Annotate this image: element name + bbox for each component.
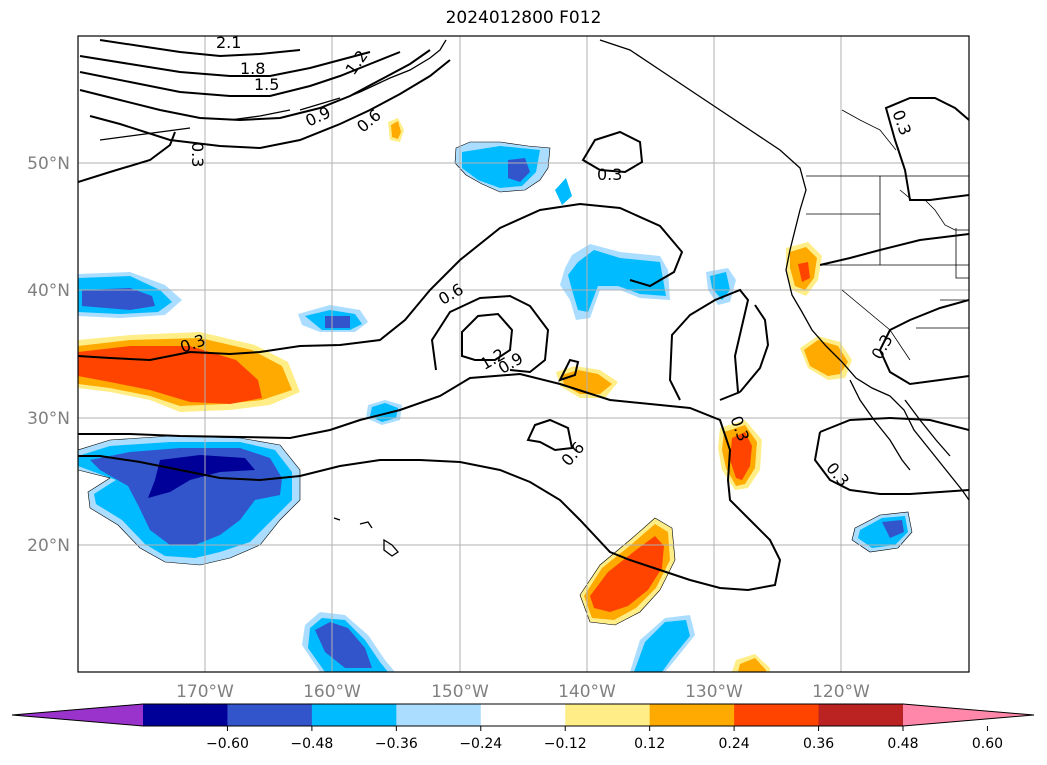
- colorbar-tick-label: 0.48: [887, 736, 918, 752]
- coastlines: [99, 39, 969, 557]
- colorbar-tick-label: −0.24: [459, 736, 502, 752]
- contour-label: 2.1: [216, 33, 241, 52]
- lon-label: 150°W: [431, 682, 489, 702]
- colorbar-tick-label: 0.36: [803, 736, 834, 752]
- colorbar-tick-label: 0.12: [634, 736, 665, 752]
- colorbar-segment: [311, 704, 397, 726]
- colorbar-segment: [565, 704, 651, 726]
- colorbar-extend-low: [12, 704, 143, 726]
- map-area: 2.1 1.8 1.5 1.2 0.9 0.6 0.3 0.3 0.3 0.6 …: [78, 33, 969, 672]
- contour-label: 0.3: [597, 165, 622, 184]
- longitude-labels: 170°W 160°W 150°W 140°W 130°W 120°W: [176, 682, 870, 702]
- positive-anomaly-west: [78, 332, 300, 412]
- colorbar-segment: [143, 704, 228, 726]
- gridlines: [78, 36, 969, 672]
- lon-label: 160°W: [303, 682, 361, 702]
- negative-anomaly-west: [78, 272, 402, 425]
- lat-label: 50°N: [27, 154, 70, 174]
- contour-label: 1.5: [254, 75, 279, 94]
- lon-label: 170°W: [176, 682, 234, 702]
- lon-label: 140°W: [558, 682, 616, 702]
- lat-label: 20°N: [27, 536, 70, 556]
- negative-anomaly-southwest: [78, 436, 300, 565]
- colorbar-tick-label: 0.24: [719, 736, 750, 752]
- negative-anomaly-north: [455, 142, 550, 192]
- colorbar: −0.60 −0.48 −0.36 −0.24 −0.12 0.12 0.24 0.36 0.4…: [11, 703, 1035, 752]
- colorbar-tick-label: −0.60: [206, 736, 249, 752]
- anomaly-fields: [78, 118, 912, 672]
- colorbar-tick-label: −0.36: [375, 736, 418, 752]
- lon-label: 130°W: [685, 682, 743, 702]
- colorbar-segment: [734, 704, 820, 726]
- map-title: 2024012800 F012: [445, 8, 602, 28]
- colorbar-outline: [11, 703, 1035, 727]
- colorbar-segment: [480, 704, 566, 726]
- contour-label: 0.3: [188, 142, 207, 167]
- contour-label: 1.8: [240, 59, 265, 78]
- latitude-labels: 50°N 40°N 30°N 20°N: [27, 154, 70, 556]
- contour-lines: [78, 39, 969, 592]
- lat-label: 40°N: [27, 281, 70, 301]
- colorbar-extend-high: [903, 704, 1034, 726]
- colorbar-segment: [649, 704, 735, 726]
- lat-label: 30°N: [27, 409, 70, 429]
- colorbar-tick-label: −0.48: [290, 736, 333, 752]
- colorbar-segment: [396, 704, 482, 726]
- colorbar-segment: [818, 704, 904, 726]
- colorbar-tick-label: −0.12: [544, 736, 587, 752]
- colorbar-tick-label: 0.60: [972, 736, 1003, 752]
- colorbar-segment: [227, 704, 313, 726]
- lon-label: 120°W: [812, 682, 870, 702]
- map-frame: [77, 35, 970, 673]
- negative-anomaly-south: [302, 512, 912, 672]
